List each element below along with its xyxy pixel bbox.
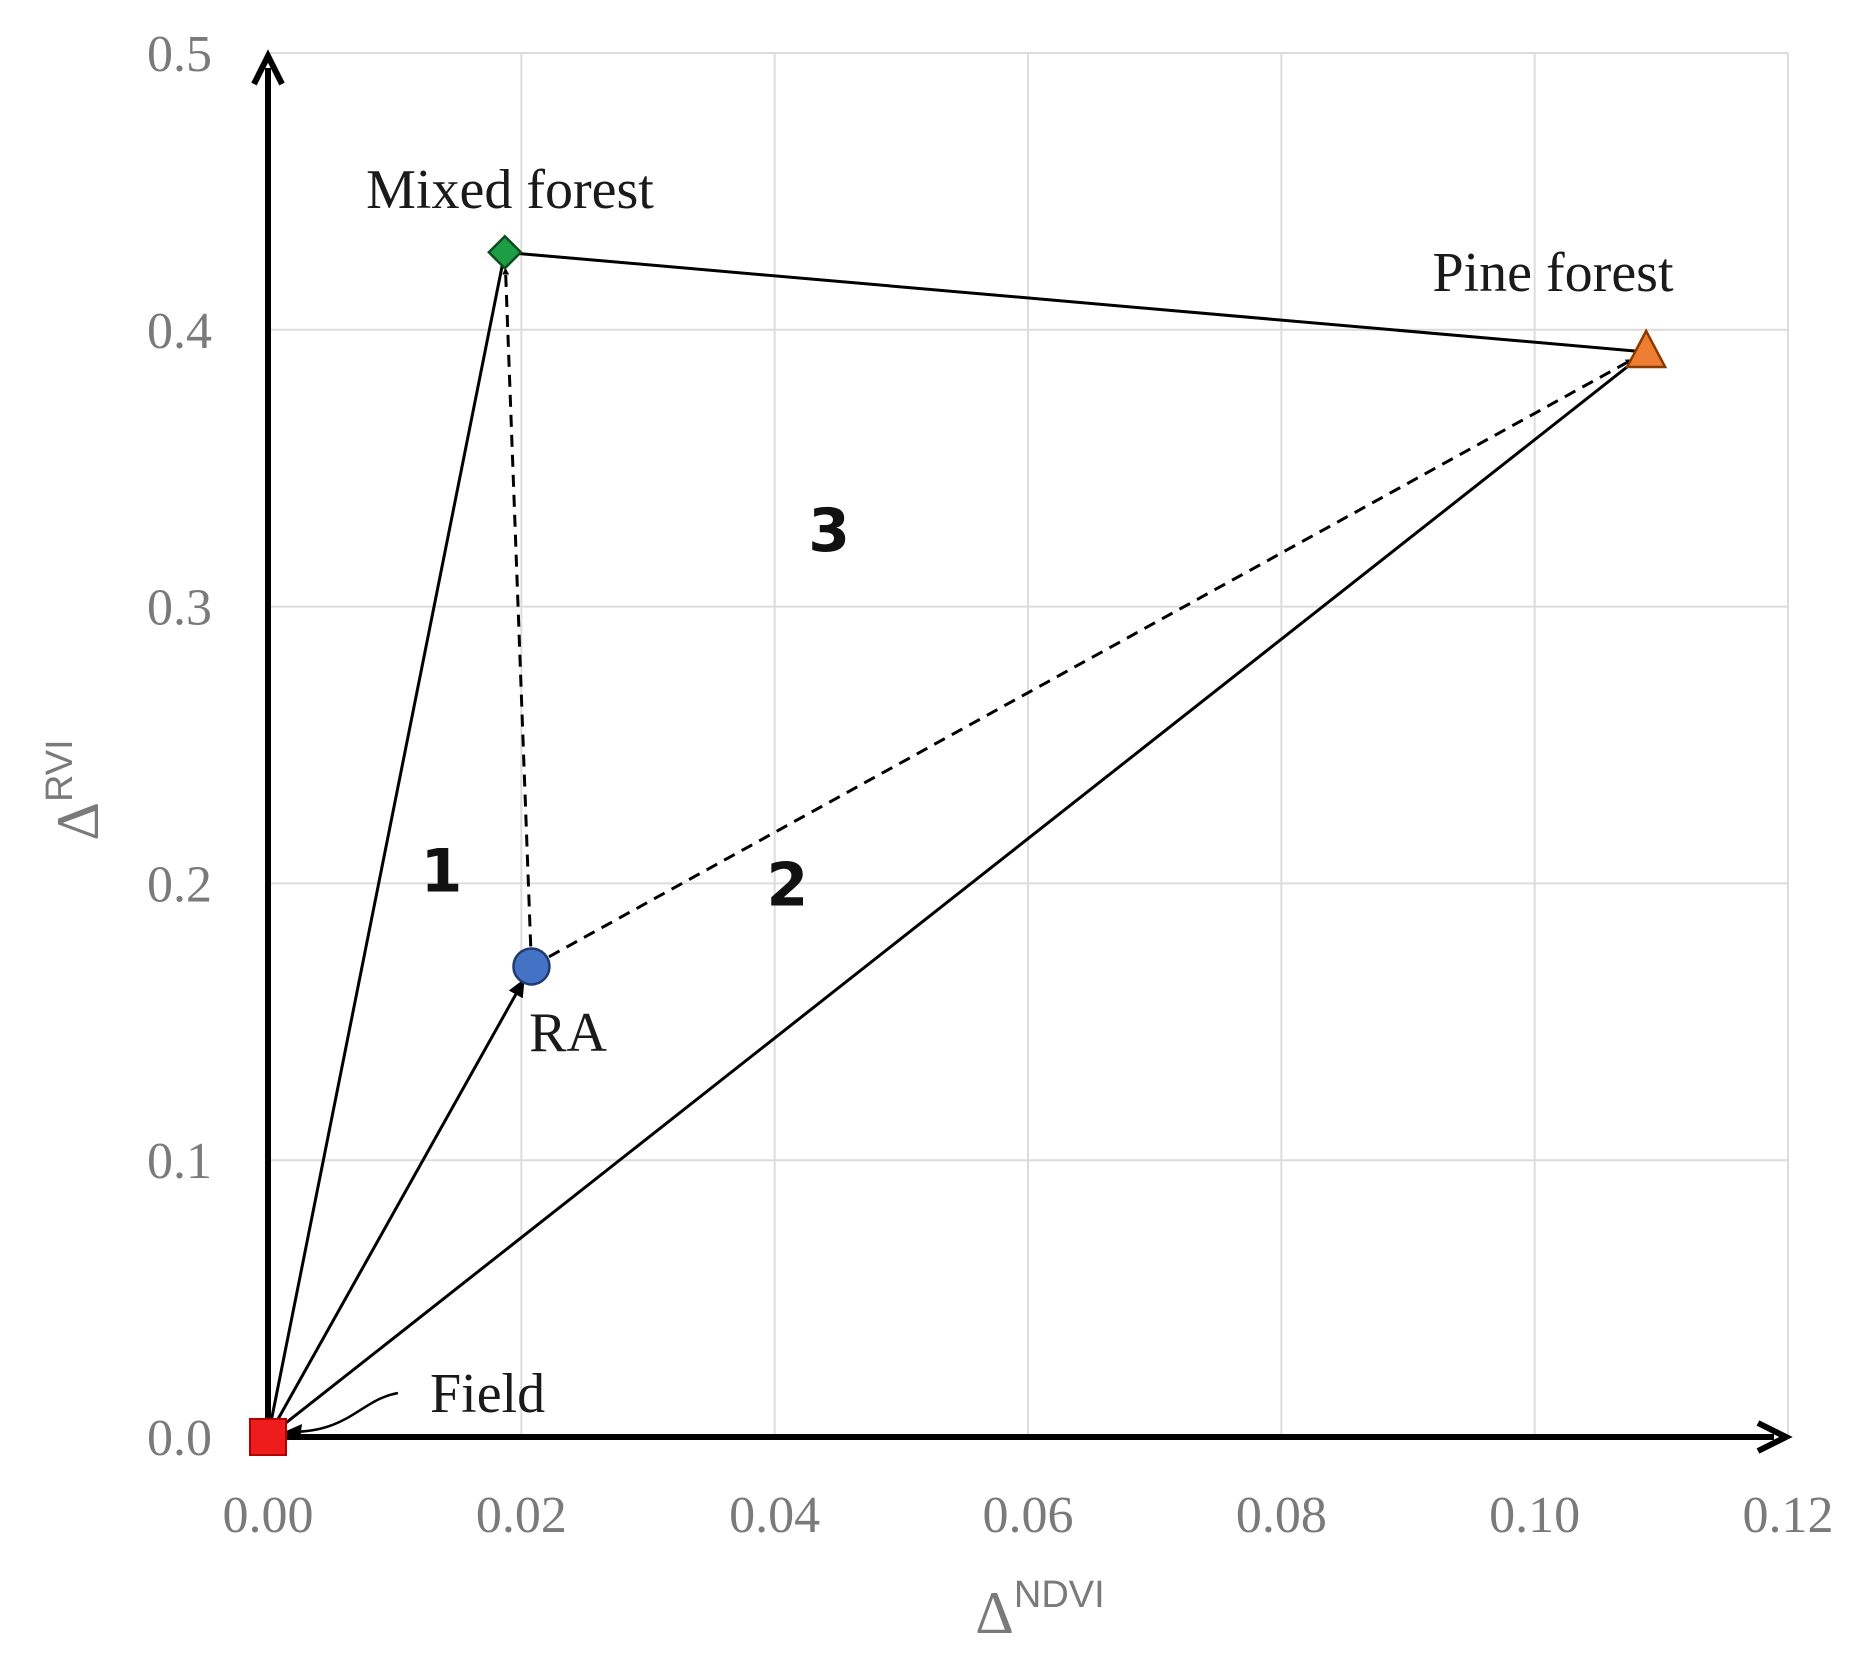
x-tick-label: 0.12 xyxy=(1743,1487,1834,1544)
y-tick-label: 0.1 xyxy=(147,1133,212,1190)
x-axis-title-delta: Δ xyxy=(975,1580,1014,1646)
field-leader-arrowhead xyxy=(284,1424,302,1440)
y-tick-label: 0.2 xyxy=(147,856,212,913)
x-tick-label: 0.06 xyxy=(983,1487,1074,1544)
x-tick-label: 0.02 xyxy=(476,1487,567,1544)
region-label-1: 1 xyxy=(421,837,463,907)
solid-line-field-mixed xyxy=(266,252,507,1438)
y-axis-title-sup: RVI xyxy=(39,739,81,802)
x-axis-title-sup: NDVI xyxy=(1014,1574,1105,1616)
tick-labels: 0.00 0.02 0.04 0.06 0.08 0.10 0.12 0.0 0.1 0.2 0.3… xyxy=(147,26,1834,1544)
pine-label: Pine forest xyxy=(1432,242,1674,304)
dashed-arrow-ra-mixed xyxy=(502,267,533,967)
pine-forest-marker xyxy=(1625,328,1668,369)
y-tick-label: 0.5 xyxy=(147,26,212,83)
grid-lines xyxy=(268,52,1789,1437)
axes xyxy=(251,49,1793,1454)
y-tick-label: 0.3 xyxy=(147,580,212,637)
dashed-arrow-ra-pine xyxy=(530,358,1633,968)
y-tick-label: 0.4 xyxy=(147,303,212,360)
arrowhead-field-ra xyxy=(508,978,525,999)
region-label-2: 2 xyxy=(766,851,808,921)
field-label: Field xyxy=(430,1363,545,1425)
ra-marker xyxy=(512,947,551,986)
x-tick-label: 0.10 xyxy=(1489,1487,1580,1544)
x-axis-arrowhead xyxy=(1756,1420,1793,1454)
mixed-forest-marker xyxy=(487,234,523,271)
y-tick-label: 0.0 xyxy=(147,1410,212,1467)
y-axis-arrowhead xyxy=(251,49,285,86)
x-tick-label: 0.08 xyxy=(1236,1487,1327,1544)
ra-label: RA xyxy=(529,1002,607,1064)
text-labels: Field RA Mixed forest Pine forest 1 2 3 xyxy=(366,159,1674,1425)
field-leader-line xyxy=(289,1391,399,1434)
solid-line-field-ra xyxy=(266,965,533,1438)
x-tick-label: 0.04 xyxy=(729,1487,820,1544)
y-axis-title-delta: Δ xyxy=(45,802,111,841)
connection-lines xyxy=(266,250,1648,1440)
x-tick-label: 0.00 xyxy=(223,1487,314,1544)
field-marker xyxy=(249,1418,287,1456)
solid-line-mixed-pine xyxy=(504,250,1647,354)
data-points xyxy=(249,234,1668,1456)
y-axis-title: ΔRVI xyxy=(39,739,111,840)
solid-line-field-pine xyxy=(267,350,1648,1439)
mixed-label: Mixed forest xyxy=(366,159,654,221)
region-label-3: 3 xyxy=(808,496,850,566)
x-axis-title: ΔNDVI xyxy=(975,1574,1104,1646)
